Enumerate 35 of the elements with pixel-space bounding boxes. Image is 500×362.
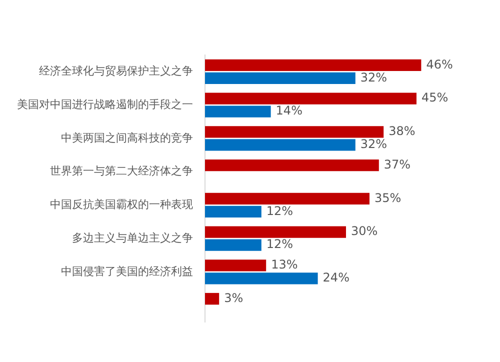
data-label: 30% (351, 224, 378, 238)
y-tick-label: 中国反抗美国霸权的一种表现 (50, 198, 193, 212)
bar (205, 92, 416, 104)
bar (205, 59, 422, 72)
bar (205, 72, 356, 84)
bar (205, 126, 384, 138)
y-tick-label: 多边主义与单边主义之争 (72, 231, 193, 244)
bar (205, 226, 346, 238)
data-label: 3% (224, 290, 244, 305)
data-label: 12% (266, 237, 294, 252)
data-label: 14% (276, 104, 302, 118)
y-tick-label: 世界第一与第二大经济体之争 (50, 164, 193, 178)
bar (205, 139, 356, 151)
y-tick-label: 中美两国之间高科技的竞争 (61, 131, 193, 144)
data-label: 37% (384, 157, 411, 172)
data-label: 24% (322, 270, 350, 285)
bar (205, 292, 220, 305)
bar (205, 106, 271, 118)
bar (205, 206, 262, 218)
data-label: 46% (426, 57, 453, 72)
y-tick-label: 经济全球化与贸易保护主义之争 (39, 64, 193, 78)
bar (205, 260, 266, 272)
data-label: 12% (266, 204, 294, 218)
bar (205, 159, 379, 172)
bar (205, 239, 262, 251)
data-label: 13% (271, 258, 298, 272)
data-label: 38% (388, 124, 416, 138)
data-label: 32% (360, 70, 388, 84)
y-tick-label: 中国侵害了美国的经济利益 (61, 264, 193, 278)
bar (205, 192, 370, 205)
data-label: 45% (422, 90, 448, 105)
y-tick-label: 美国对中国进行战略遏制的手段之一 (17, 98, 193, 111)
data-label: 32% (360, 137, 388, 152)
bar (205, 272, 318, 284)
data-label: 35% (374, 190, 402, 205)
